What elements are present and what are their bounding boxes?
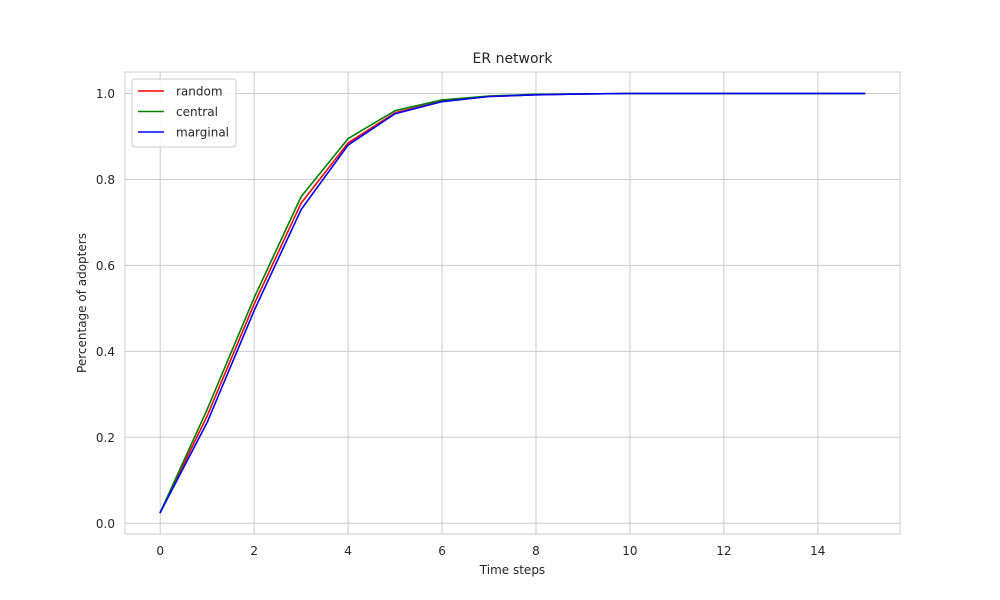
y-tick-label: 1.0 bbox=[96, 87, 115, 101]
x-tick-label: 8 bbox=[532, 544, 540, 558]
y-axis-label: Percentage of adopters bbox=[75, 233, 89, 373]
x-tick-label: 12 bbox=[716, 544, 731, 558]
x-tick-label: 10 bbox=[622, 544, 637, 558]
y-tick-label: 0.0 bbox=[96, 517, 115, 531]
legend-label-random: random bbox=[176, 85, 223, 99]
y-tick-label: 0.2 bbox=[96, 431, 115, 445]
y-tick-label: 0.4 bbox=[96, 345, 115, 359]
x-tick-label: 14 bbox=[810, 544, 825, 558]
x-axis-label: Time steps bbox=[479, 563, 545, 577]
chart-title: ER network bbox=[473, 51, 554, 67]
legend-label-marginal: marginal bbox=[176, 126, 229, 140]
legend: random central marginal bbox=[131, 78, 237, 148]
series-lines bbox=[159, 92, 866, 514]
y-tick-label: 0.8 bbox=[96, 173, 115, 187]
grid-lines bbox=[125, 72, 900, 534]
series-line-marginal bbox=[159, 92, 866, 514]
legend-box bbox=[131, 78, 237, 148]
x-tick-label: 4 bbox=[344, 544, 352, 558]
x-tick-label: 2 bbox=[250, 544, 258, 558]
legend-label-central: central bbox=[176, 105, 218, 119]
x-tick-label: 6 bbox=[438, 544, 446, 558]
tick-labels: 0 2 4 6 8 10 12 14 0.0 0.2 0.4 0.6 0.8 1.0 bbox=[96, 87, 826, 558]
plot-frame bbox=[124, 71, 901, 535]
x-tick-label: 0 bbox=[156, 544, 164, 558]
y-tick-label: 0.6 bbox=[96, 259, 115, 273]
